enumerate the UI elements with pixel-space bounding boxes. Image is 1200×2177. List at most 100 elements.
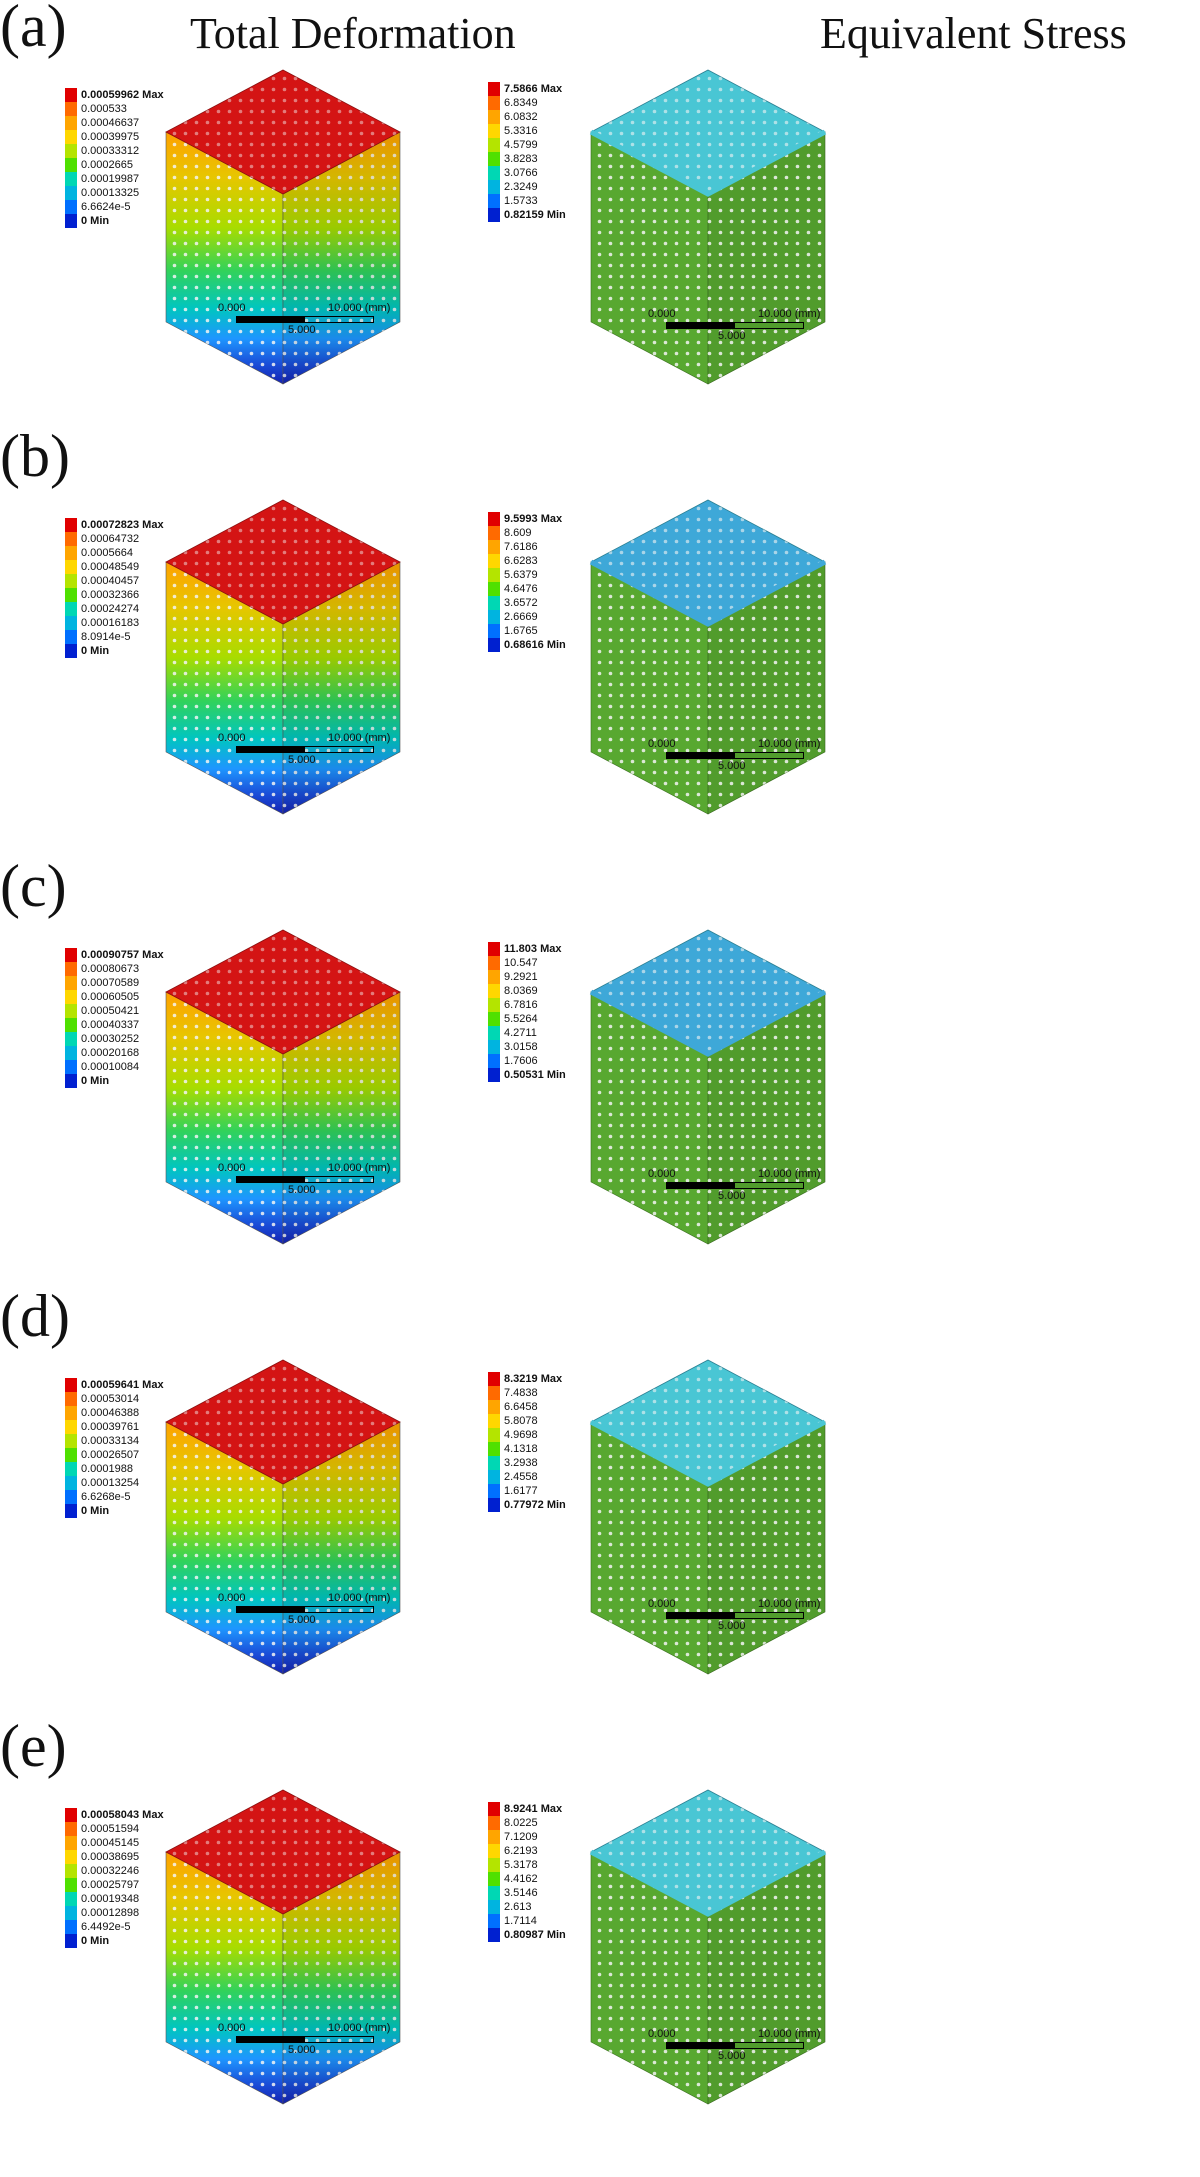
legend-entry: 0.00026507 — [65, 1448, 139, 1462]
legend-entry: 0 Min — [65, 644, 109, 658]
stress-lattice-cube — [583, 1782, 833, 2112]
deformation-legend: 0.00059641 Max 0.00053014 0.00046388 0.0003… — [65, 1378, 205, 1538]
legend-swatch — [488, 1914, 500, 1928]
scale-ten-label: 10.000 (mm) — [758, 1168, 821, 1180]
legend-value: 0 Min — [81, 215, 110, 227]
legend-swatch — [65, 1906, 77, 1920]
scale-five-label: 5.000 — [718, 330, 746, 342]
cube-top-pores — [166, 1790, 400, 1914]
legend-value: 0.00080673 — [81, 963, 140, 975]
legend-entry: 0.00039761 — [65, 1420, 139, 1434]
legend-swatch — [488, 1858, 500, 1872]
legend-swatch — [65, 102, 77, 116]
legend-swatch — [65, 962, 77, 976]
deformation-lattice-cube — [158, 1352, 408, 1682]
legend-entry: 8.0914e-5 — [65, 630, 131, 644]
legend-swatch — [488, 1456, 500, 1470]
legend-swatch — [65, 1934, 77, 1948]
legend-entry: 0.00040457 — [65, 574, 139, 588]
legend-entry: 0.00070589 — [65, 976, 139, 990]
legend-entry: 0.0001988 — [65, 1462, 133, 1476]
legend-value: 0.00070589 — [81, 977, 140, 989]
scale-bar-black-segment — [667, 323, 735, 328]
panel-label: (b) — [0, 423, 70, 489]
legend-swatch — [65, 1878, 77, 1892]
legend-swatch — [488, 180, 500, 194]
legend-swatch — [65, 116, 77, 130]
legend-entry: 6.2193 — [488, 1844, 538, 1858]
legend-swatch — [65, 532, 77, 546]
legend-swatch — [65, 186, 77, 200]
scale-bar-graphic — [666, 1182, 804, 1189]
legend-swatch — [488, 1400, 500, 1414]
cube-top-pores — [166, 930, 400, 1054]
legend-entry: 1.6177 — [488, 1484, 538, 1498]
cube-left-pores — [591, 1422, 708, 1674]
scale-bar: 0.000 10.000 (mm) 5.000 — [218, 732, 448, 772]
panel-row: (d) 0.00059641 Max 0.00053014 0.00046388 0.0… — [0, 1283, 1200, 1720]
legend-swatch — [488, 582, 500, 596]
legend-value: 0.00033134 — [81, 1435, 140, 1447]
legend-value: 8.9241 Max — [504, 1803, 563, 1815]
legend-value: 0.00019987 — [81, 173, 140, 185]
legend-entry: 2.6669 — [488, 610, 538, 624]
legend-value: 3.8283 — [504, 153, 538, 165]
cube-right-pores — [708, 1422, 825, 1674]
legend-value: 6.4492e-5 — [81, 1921, 131, 1933]
scale-zero-label: 0.000 — [218, 302, 246, 314]
legend-entry: 0 Min — [65, 1504, 109, 1518]
scale-zero-label: 0.000 — [648, 308, 676, 320]
panel-row: (a) 0.00059962 Max 0.000533 0.00046637 0.000… — [0, 0, 1200, 430]
legend-swatch — [65, 200, 77, 214]
deformation-legend: 0.00090757 Max 0.00080673 0.00070589 0.0006… — [65, 948, 205, 1108]
scale-bar-black-segment — [237, 747, 305, 752]
legend-entry: 7.1209 — [488, 1830, 538, 1844]
scale-bar: 0.000 10.000 (mm) 5.000 — [648, 738, 878, 778]
legend-swatch — [65, 214, 77, 228]
scale-bar-black-segment — [237, 1177, 305, 1182]
legend-value: 0.000533 — [81, 103, 127, 115]
legend-swatch — [488, 984, 500, 998]
legend-entry: 2.3249 — [488, 180, 538, 194]
legend-value: 0.80987 Min — [504, 1929, 566, 1941]
cube-right-shade — [283, 1422, 400, 1674]
legend-swatch — [488, 152, 500, 166]
scale-bar-graphic — [666, 752, 804, 759]
legend-entry: 5.5264 — [488, 1012, 538, 1026]
legend-value: 0.00019348 — [81, 1893, 140, 1905]
legend-entry: 0.00050421 — [65, 1004, 139, 1018]
legend-swatch — [488, 624, 500, 638]
legend-swatch — [65, 602, 77, 616]
scale-zero-label: 0.000 — [218, 1592, 246, 1604]
cube-top-rim — [589, 1419, 827, 1487]
scale-zero-label: 0.000 — [648, 738, 676, 750]
legend-swatch — [488, 208, 500, 222]
legend-value: 3.0766 — [504, 167, 538, 179]
legend-swatch — [65, 1490, 77, 1504]
legend-swatch — [488, 1928, 500, 1942]
legend-swatch — [488, 554, 500, 568]
legend-entry: 0.0002665 — [65, 158, 133, 172]
scale-bar-black-segment — [667, 753, 735, 758]
legend-entry: 0.00019348 — [65, 1892, 139, 1906]
scale-five-label: 5.000 — [288, 2044, 316, 2056]
legend-value: 10.547 — [504, 957, 538, 969]
stress-legend: 8.3219 Max 7.4838 6.6458 5.8078 4.9698 4.1318… — [488, 1372, 628, 1532]
legend-entry: 6.0832 — [488, 110, 538, 124]
scale-ten-label: 10.000 (mm) — [758, 1598, 821, 1610]
panel-label: (c) — [0, 853, 67, 919]
scale-zero-label: 0.000 — [648, 1168, 676, 1180]
scale-bar: 0.000 10.000 (mm) 5.000 — [218, 2022, 448, 2062]
legend-swatch — [488, 970, 500, 984]
legend-swatch — [488, 194, 500, 208]
legend-swatch — [488, 1428, 500, 1442]
legend-value: 0.00024274 — [81, 603, 140, 615]
scale-ten-label: 10.000 (mm) — [328, 1592, 391, 1604]
legend-swatch — [65, 616, 77, 630]
stress-legend: 11.803 Max 10.547 9.2921 8.0369 6.7816 5.5264… — [488, 942, 628, 1102]
legend-value: 0.00013325 — [81, 187, 140, 199]
legend-value: 6.6458 — [504, 1401, 538, 1413]
cube-left-pores — [591, 992, 708, 1244]
legend-swatch — [488, 1802, 500, 1816]
legend-entry: 6.7816 — [488, 998, 538, 1012]
